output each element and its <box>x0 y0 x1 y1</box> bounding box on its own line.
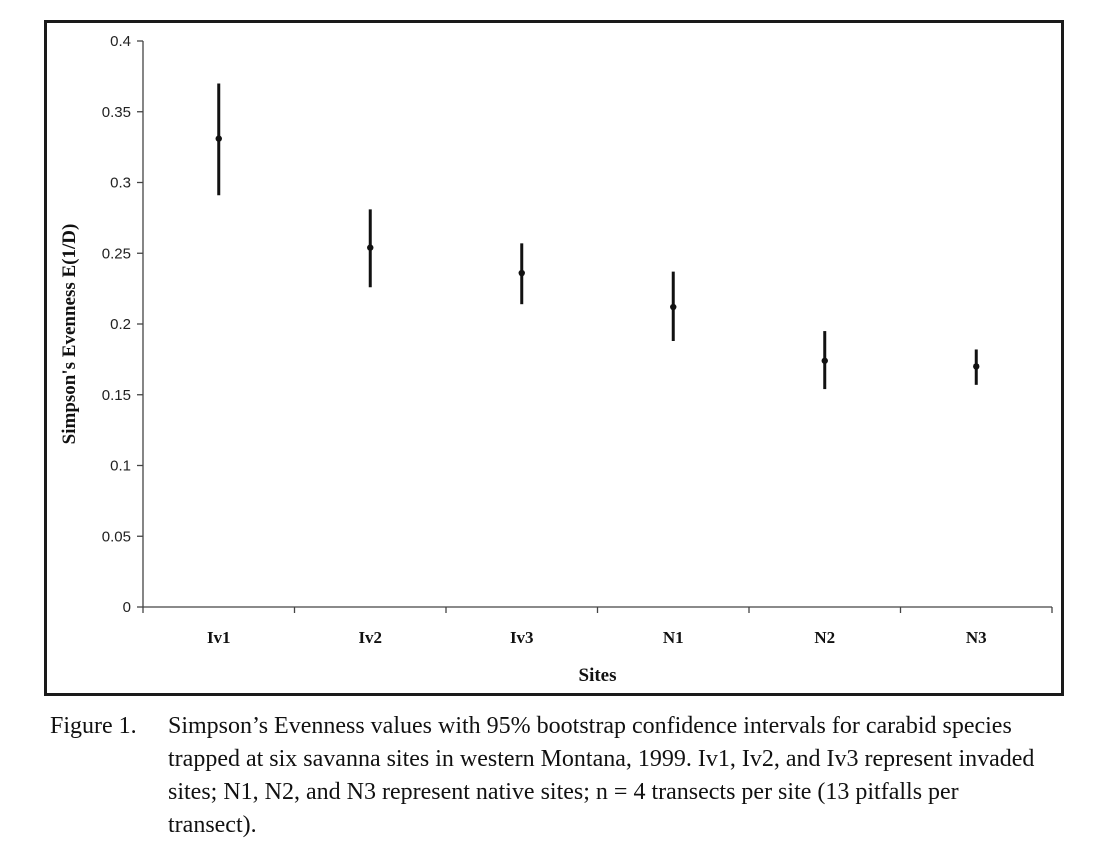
chart-frame: 0 0.05 0.1 0.15 0.2 0.25 0.3 0.35 0.4 Iv1 Iv2 Iv3 N… <box>44 20 1064 696</box>
data-point-Iv2 <box>367 244 374 251</box>
data-point-N1 <box>670 303 677 311</box>
y-tick-label: 0 <box>123 599 131 616</box>
y-tick-label: 0.3 <box>110 175 131 192</box>
y-tick-label: 0.35 <box>102 104 131 121</box>
y-tick-label: 0.4 <box>110 33 131 50</box>
x-category-label: N3 <box>966 628 987 647</box>
data-point-Iv1 <box>215 135 222 142</box>
data-point-N3 <box>973 363 980 370</box>
x-category-label: N2 <box>814 628 835 647</box>
y-axis-ticks: 0 0.05 0.1 0.15 0.2 0.25 0.3 0.35 0.4 <box>102 33 143 616</box>
x-axis-ticks: Iv1 Iv2 Iv3 N1 N2 N3 <box>142 607 1053 647</box>
y-tick-label: 0.1 <box>110 458 131 475</box>
caption-text: Simpson’s Evenness values with 95% boots… <box>168 713 1035 838</box>
y-tick-label: 0.2 <box>110 316 131 333</box>
chart: 0 0.05 0.1 0.15 0.2 0.25 0.3 0.35 0.4 Iv1 Iv2 Iv3 N… <box>59 33 1053 686</box>
y-tick-label: 0.15 <box>102 387 131 404</box>
y-axis-title: Simpson's Evenness E(1/D) <box>59 224 80 445</box>
x-category-label: N1 <box>663 628 684 647</box>
x-axis-title: Sites <box>579 665 617 686</box>
y-tick-label: 0.05 <box>102 528 131 545</box>
x-category-label: Iv2 <box>358 628 382 647</box>
data-marks <box>215 83 980 390</box>
data-point-N2 <box>821 357 828 364</box>
y-tick-label: 0.25 <box>102 245 131 262</box>
x-category-label: Iv3 <box>510 628 534 647</box>
caption-label: Figure 1. <box>50 713 137 739</box>
data-point-Iv3 <box>518 269 525 277</box>
x-category-label: Iv1 <box>207 628 231 647</box>
